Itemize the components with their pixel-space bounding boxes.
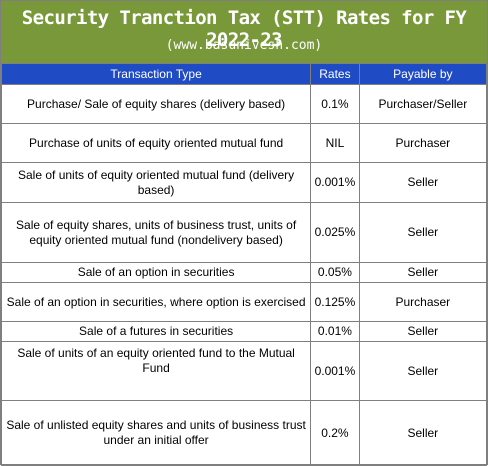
rate-cell: 0.05% <box>310 262 360 283</box>
table-row: Sale of a futures in securities 0.01% Se… <box>0 321 488 342</box>
rate-cell: 0.2% <box>310 400 360 466</box>
rate-cell: 0.01% <box>310 321 360 342</box>
table-row: Sale of equity shares, units of business… <box>0 202 488 263</box>
rate-cell: 0.1% <box>310 84 360 124</box>
payable-by-cell: Seller <box>358 321 488 342</box>
rate-cell: 0.025% <box>310 202 360 263</box>
header-rates: Rates <box>310 63 360 85</box>
table-row: Sale of an option in securities, where o… <box>0 282 488 322</box>
payable-by-cell: Seller <box>358 162 488 203</box>
transaction-type-cell: Sale of unlisted equity shares and units… <box>0 400 312 466</box>
transaction-type-cell: Sale of an option in securities, where o… <box>0 282 312 322</box>
payable-by-cell: Purchaser <box>358 123 488 163</box>
title-banner: Security Tranction Tax (STT) Rates for F… <box>1 1 487 63</box>
rate-cell: NIL <box>310 123 360 163</box>
header-payable-by: Payable by <box>358 63 488 85</box>
website-subtitle: (www.basunivesh.com) <box>165 38 323 53</box>
payable-by-cell: Purchaser/Seller <box>358 84 488 124</box>
transaction-type-cell: Sale of equity shares, units of business… <box>0 202 312 263</box>
transaction-type-cell: Purchase of units of equity oriented mut… <box>0 123 312 163</box>
transaction-type-cell: Purchase/ Sale of equity shares (deliver… <box>0 84 312 124</box>
transaction-type-cell: Sale of units of equity oriented mutual … <box>0 162 312 203</box>
table-body: Purchase/ Sale of equity shares (deliver… <box>0 84 488 466</box>
table-row: Purchase/ Sale of equity shares (deliver… <box>0 84 488 124</box>
payable-by-cell: Purchaser <box>358 282 488 322</box>
table-row: Purchase of units of equity oriented mut… <box>0 123 488 163</box>
header-transaction-type: Transaction Type <box>0 63 312 85</box>
page-title: Security Tranction Tax (STT) Rates for F… <box>21 7 467 51</box>
payable-by-cell: Seller <box>358 202 488 263</box>
payable-by-cell: Seller <box>358 262 488 283</box>
transaction-type-cell: Sale of units of an equity oriented fund… <box>0 341 312 401</box>
rate-cell: 0.001% <box>310 162 360 203</box>
table-row: Sale of an option in securities 0.05% Se… <box>0 262 488 283</box>
transaction-type-cell: Sale of a futures in securities <box>0 321 312 342</box>
rate-cell: 0.125% <box>310 282 360 322</box>
table-row: Sale of units of equity oriented mutual … <box>0 162 488 203</box>
payable-by-cell: Seller <box>358 400 488 466</box>
stt-rates-table: Transaction Type Rates Payable by Purcha… <box>0 63 488 466</box>
table-header: Transaction Type Rates Payable by <box>0 63 488 85</box>
table-row: Sale of units of an equity oriented fund… <box>0 341 488 401</box>
rate-cell: 0.001% <box>310 341 360 401</box>
transaction-type-cell: Sale of an option in securities <box>0 262 312 283</box>
table-row: Sale of unlisted equity shares and units… <box>0 400 488 466</box>
payable-by-cell: Seller <box>358 341 488 401</box>
